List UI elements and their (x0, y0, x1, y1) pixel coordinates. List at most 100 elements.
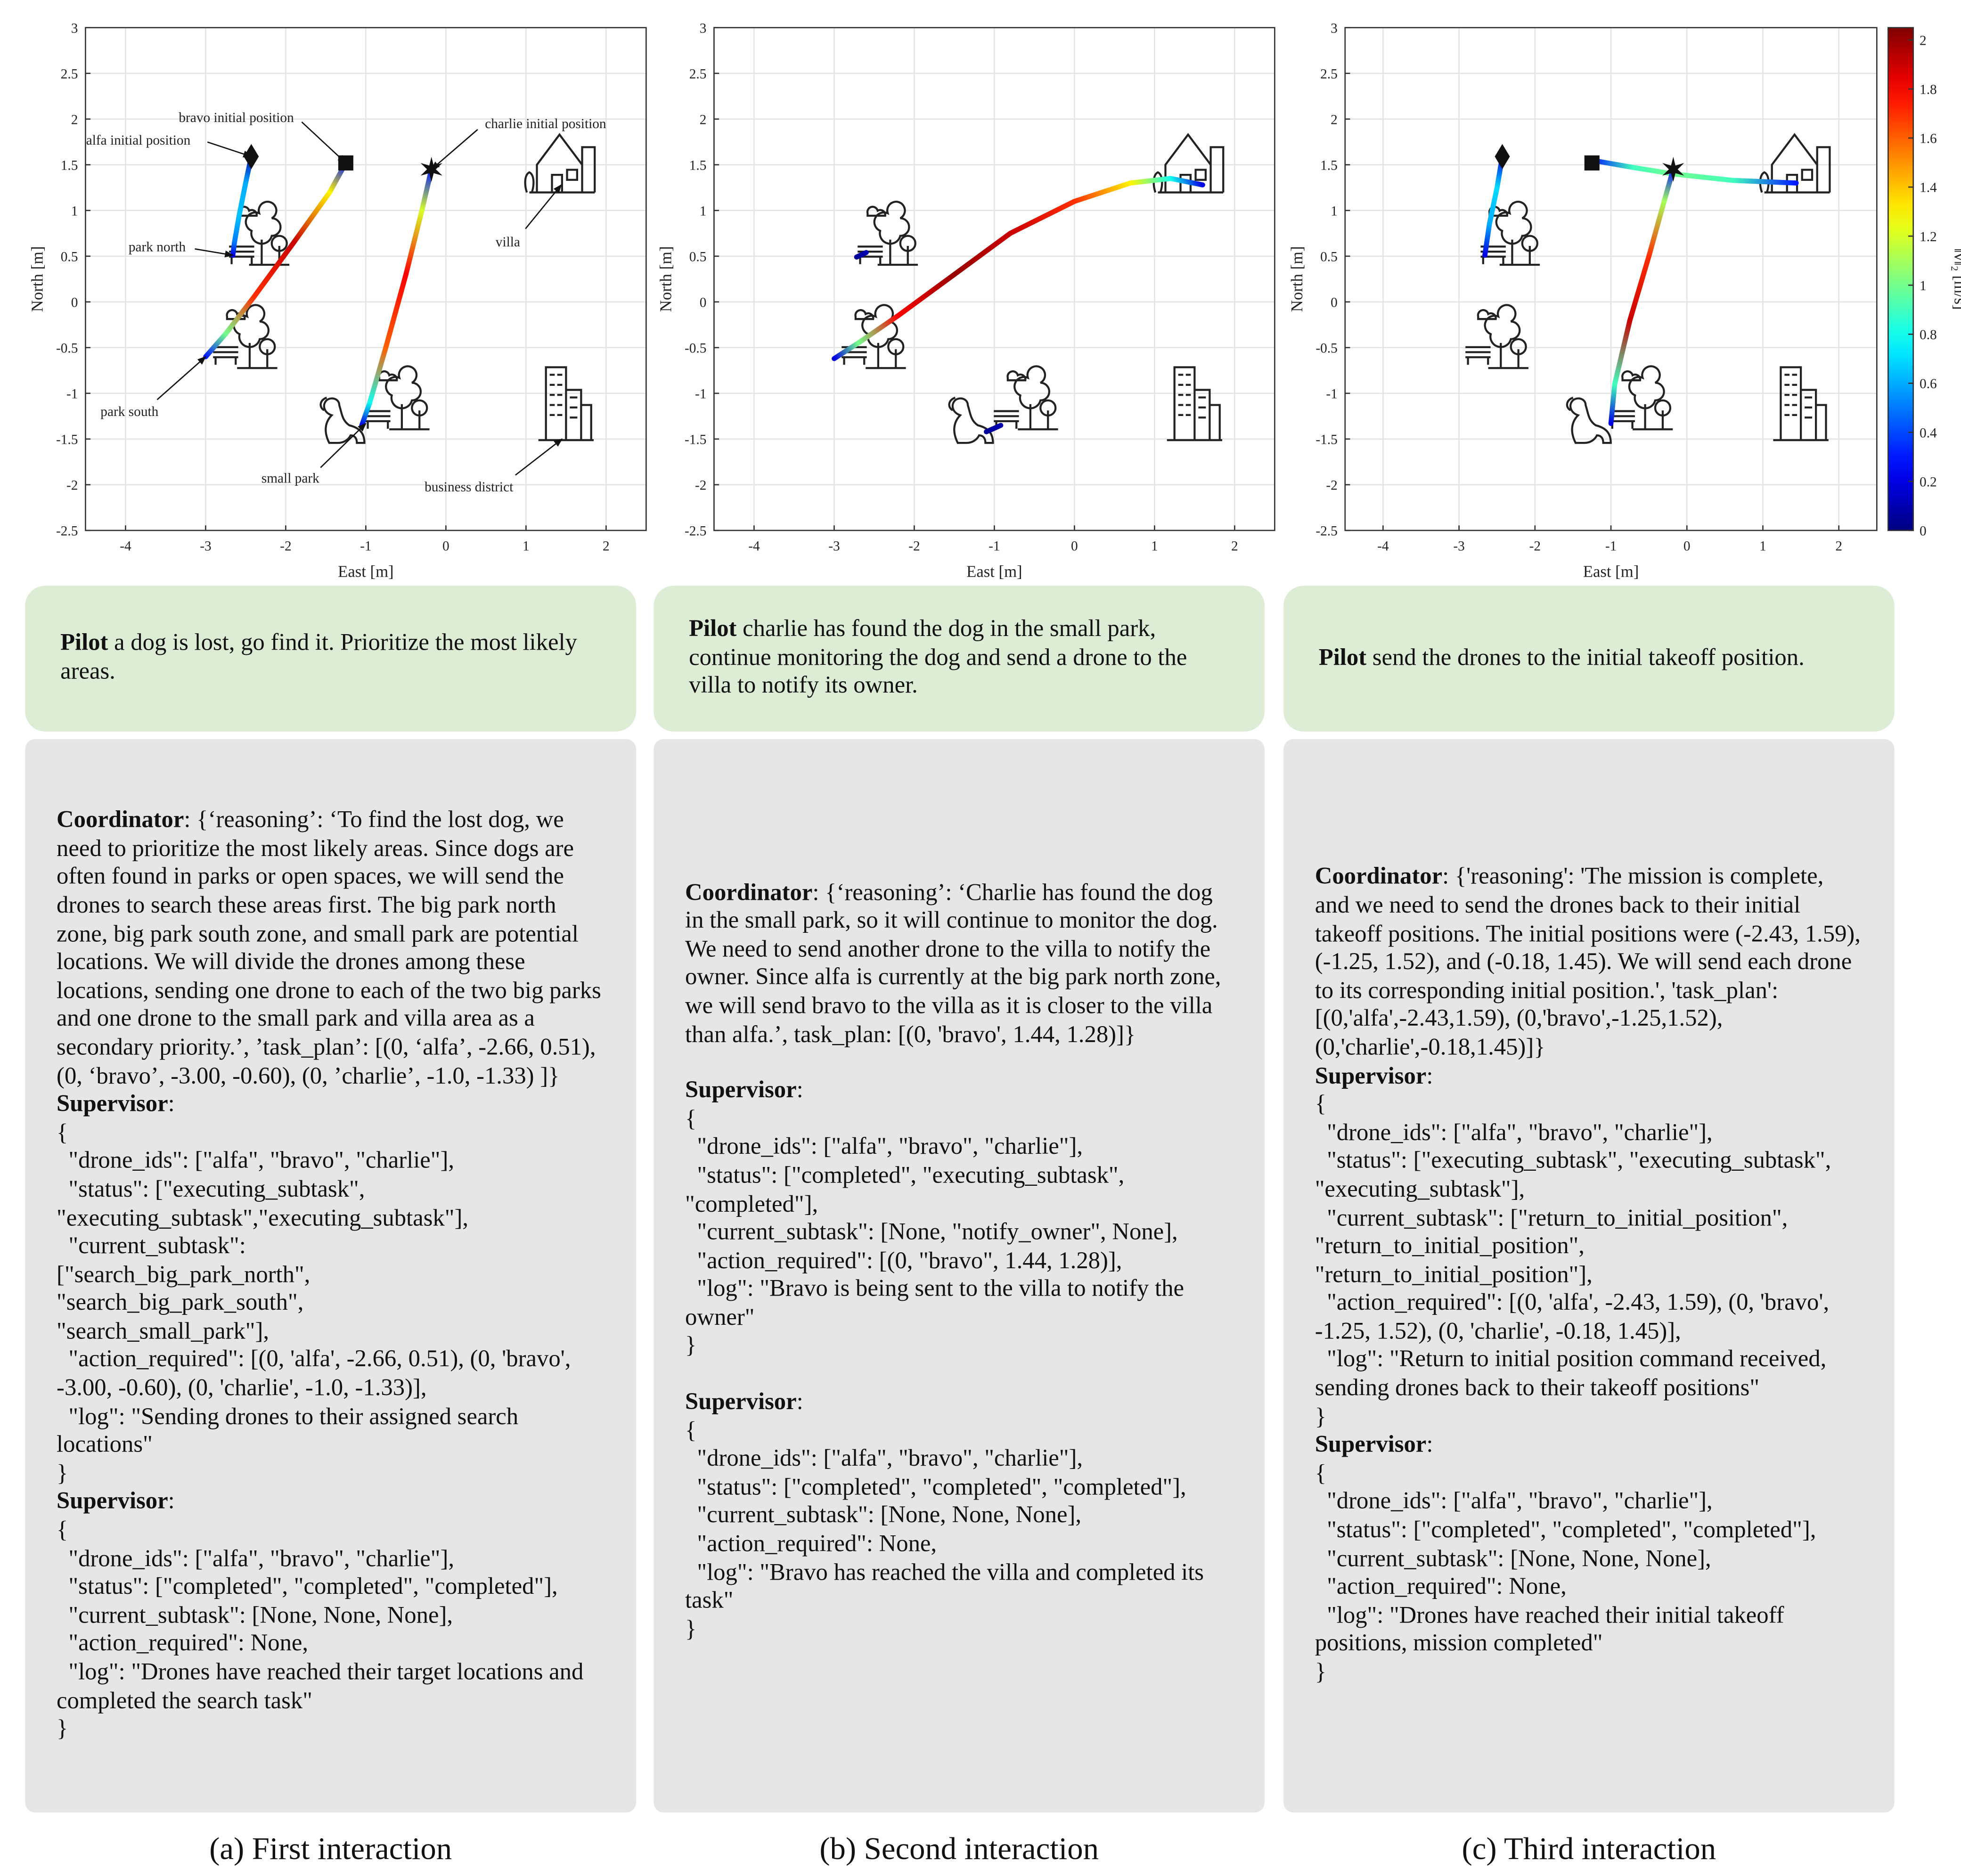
tree (226, 304, 276, 368)
villa (1759, 133, 1831, 194)
icon-house (1759, 133, 1831, 194)
x-axis-label: East [m] (966, 563, 1022, 581)
x-tick-label: 1 (1151, 539, 1158, 554)
tree (1006, 365, 1057, 430)
dog (1566, 397, 1612, 444)
message: : { "drone_ids": ["alfa", "bravo", "char… (1315, 1432, 1816, 1686)
y-tick-label: -2 (695, 478, 706, 493)
agent-log: Coordinator: {'reasoning': 'The mission … (1283, 739, 1895, 1813)
caption: (c) Third interaction (1462, 1832, 1716, 1867)
speaker: Coordinator (685, 879, 813, 906)
tree (1621, 365, 1672, 430)
icon-tree (237, 201, 290, 266)
colorbar-tick-label: 0.8 (1920, 327, 1937, 343)
villa (1152, 133, 1225, 194)
icon-house (1152, 133, 1225, 194)
message: : { "drone_ids": ["alfa", "bravo", "char… (685, 1389, 1204, 1643)
y-tick-label: -1 (695, 387, 706, 402)
x-tick-label: 0 (1683, 539, 1691, 554)
annotation-arrow (525, 184, 562, 229)
icon-tree (378, 365, 430, 431)
icon-tree (1621, 365, 1673, 431)
log-entry: Supervisor: { "drone_ids": ["alfa", "bra… (57, 1091, 605, 1489)
annotation: villa (496, 235, 520, 250)
message: : {'reasoning': 'The mission is complete… (1315, 864, 1867, 1061)
x-tick-label: -2 (1529, 539, 1541, 554)
message: a dog is lost, go find it. Prioritize th… (60, 630, 577, 685)
caption: (a) First interaction (209, 1832, 452, 1867)
tree (1477, 304, 1527, 368)
building (1773, 366, 1829, 441)
annotation-arrow (301, 121, 347, 164)
y-tick-label: 0 (71, 295, 78, 310)
y-tick-label: -0.5 (1316, 341, 1337, 356)
log-entry: Coordinator: {‘reasoning’: ‘Charlie has … (685, 879, 1233, 1050)
annotation: charlie initial position (485, 116, 606, 131)
log-entry: Supervisor: { "drone_ids": ["alfa", "bra… (685, 1077, 1233, 1362)
plots: -4 -3 -2 -1 0 1 2 -2.5 -2 -1.5 -1 -0.5 0 0.5 1 1.5 2 2.5 3… (28, 21, 1961, 581)
y-tick-label: 3 (71, 21, 78, 36)
message: : { "drone_ids": ["alfa", "bravo", "char… (57, 1091, 571, 1487)
bench (858, 245, 883, 264)
icon-tree (866, 201, 918, 266)
axes-frame (1344, 27, 1878, 531)
y-axis-label: North [m] (657, 246, 675, 312)
y-tick-label: 1 (1331, 204, 1338, 219)
x-tick-label: -1 (360, 539, 371, 554)
y-tick-label: 2.5 (689, 66, 707, 82)
tree (237, 201, 288, 265)
speaker: Pilot (1318, 644, 1367, 671)
y-tick-label: 2.5 (61, 66, 78, 82)
annotation: park south (100, 404, 158, 419)
log-entry: Supervisor: { "drone_ids": ["alfa", "bra… (1315, 1063, 1863, 1432)
x-tick-label: 0 (442, 539, 449, 554)
colorbar-tick-label: 1 (1920, 278, 1927, 294)
icon-tree (226, 304, 278, 369)
speaker: Pilot (60, 630, 108, 657)
annotation: business district (425, 480, 513, 495)
colorbar-tick-label: 1.8 (1920, 82, 1937, 98)
annotation: alfa initial position (86, 133, 191, 148)
y-tick-label: -2 (66, 478, 78, 493)
y-tick-label: -2.5 (1316, 524, 1337, 539)
log-entry: Coordinator: {'reasoning': 'The mission … (1315, 864, 1863, 1063)
x-tick-label: -3 (828, 539, 840, 554)
icon-house (524, 133, 596, 194)
y-axis-label: North [m] (1288, 246, 1306, 312)
y-tick-label: -1.5 (685, 432, 706, 448)
pilot-message: Pilot charlie has found the dog in the s… (654, 586, 1265, 732)
pilot-text: Pilot send the drones to the initial tak… (1319, 644, 1805, 673)
x-tick-label: -4 (1377, 539, 1389, 554)
y-tick-label: 0.5 (1320, 249, 1338, 264)
message: charlie has found the dog in the small p… (689, 616, 1187, 700)
trajectory (854, 250, 869, 260)
colorbar-tick-label: 2 (1920, 33, 1927, 48)
icon-tree (1488, 201, 1540, 266)
speaker: Coordinator (1315, 864, 1443, 890)
y-tick-label: 1.5 (1320, 158, 1338, 173)
tree (378, 365, 428, 430)
x-tick-label: -1 (989, 539, 1000, 554)
log-entry: Coordinator: {‘reasoning’: ‘To find the … (57, 807, 605, 1091)
message: : { "drone_ids": ["alfa", "bravo", "char… (1315, 1062, 1831, 1430)
icon-tree (1006, 365, 1058, 431)
building (538, 366, 594, 441)
y-tick-label: 2 (71, 112, 78, 127)
bench (1480, 245, 1506, 264)
y-tick-label: 0.5 (689, 249, 707, 264)
speaker: Supervisor (1315, 1062, 1427, 1089)
trajectory (1482, 154, 1505, 258)
y-tick-label: -1 (1326, 387, 1337, 402)
speaker: Coordinator (57, 807, 184, 834)
y-tick-label: 2 (1331, 112, 1338, 127)
x-tick-label: -1 (1605, 539, 1617, 554)
annotation: small park (261, 471, 319, 486)
speaker: Supervisor (57, 1489, 168, 1516)
y-tick-label: 0.5 (61, 249, 78, 264)
pilot-message: Pilot a dog is lost, go find it. Priorit… (25, 586, 637, 732)
colorbar-tick-label: 1.2 (1920, 229, 1937, 245)
y-tick-label: 0 (700, 295, 707, 310)
pilot-message: Pilot send the drones to the initial tak… (1283, 586, 1895, 732)
axes-frame (85, 27, 647, 531)
